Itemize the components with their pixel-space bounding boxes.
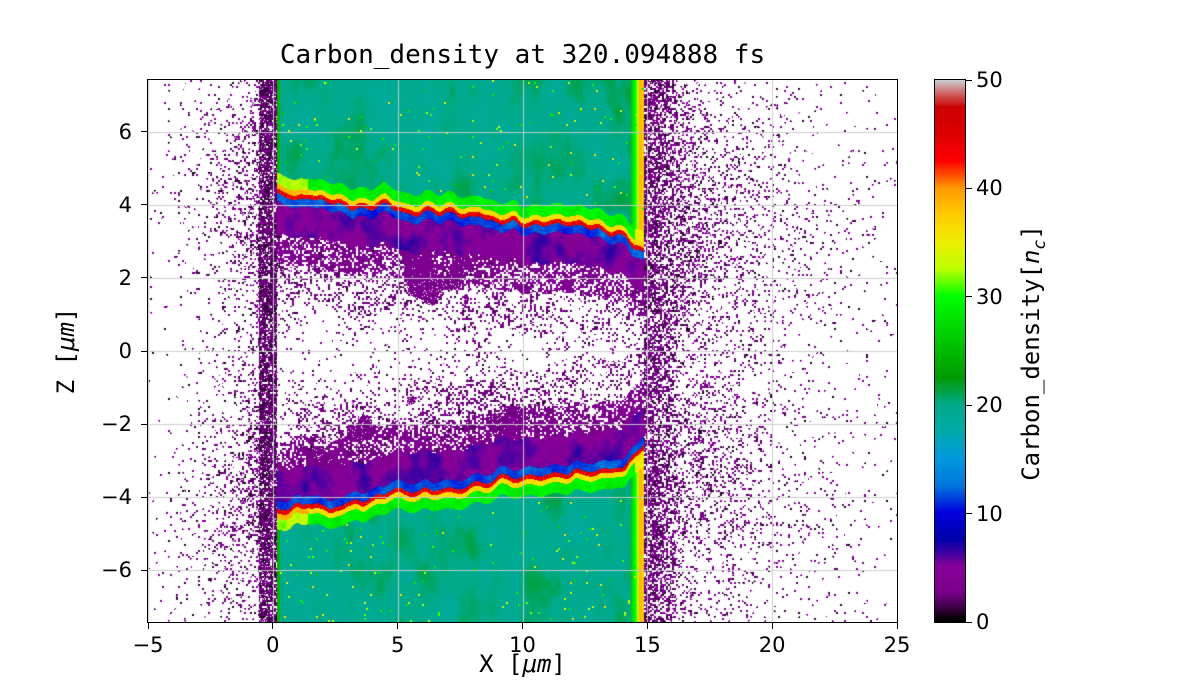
colorbar-tick — [966, 79, 972, 81]
colorbar-tick-label: 20 — [976, 393, 1003, 418]
y-axis-label-close: ] — [52, 307, 80, 323]
x-tick — [771, 623, 773, 629]
y-tick-label: 6 — [118, 119, 132, 144]
x-tick — [896, 623, 898, 629]
colorbar-label-var: n — [1017, 249, 1046, 265]
colorbar-tick-label: 40 — [976, 176, 1003, 201]
y-tick — [141, 350, 147, 352]
x-tick — [272, 623, 274, 629]
colorbar-label-text: Carbon_density[ — [1017, 264, 1046, 481]
colorbar-tick — [966, 187, 972, 189]
x-axis-label-text: X [ — [479, 650, 523, 678]
x-axis-label: X [μm] — [148, 650, 897, 678]
colorbar-canvas — [934, 79, 966, 623]
x-axis-unit: μm — [522, 650, 552, 678]
x-tick — [646, 623, 648, 629]
y-tick — [141, 423, 147, 425]
y-tick-label: −6 — [101, 558, 132, 583]
colorbar-label: Carbon_density[nc] — [1017, 123, 1049, 583]
colorbar-tick-label: 30 — [976, 284, 1003, 309]
colorbar-tick — [966, 513, 972, 515]
colorbar-tick — [966, 296, 972, 298]
colorbar-tick-label: 0 — [976, 610, 990, 634]
y-tick-label: 2 — [118, 265, 132, 290]
x-tick-label: −5 — [132, 633, 164, 657]
colorbar-label-close: ] — [1017, 225, 1046, 240]
colorbar-tick-label: 50 — [976, 68, 1003, 92]
y-tick — [141, 131, 147, 133]
y-tick — [141, 569, 147, 571]
x-tick — [147, 623, 149, 629]
colorbar-tick-label: 10 — [976, 501, 1003, 526]
y-tick-label: −4 — [101, 485, 132, 510]
x-tick-label: 20 — [758, 633, 786, 657]
y-tick-label: 0 — [118, 339, 132, 363]
y-tick — [141, 277, 147, 279]
y-tick-label: 4 — [118, 192, 132, 217]
x-tick — [397, 623, 399, 629]
x-tick-label: 0 — [266, 633, 280, 657]
y-tick — [141, 496, 147, 498]
colorbar-tick — [966, 621, 972, 623]
y-tick — [141, 204, 147, 206]
y-tick-label: −2 — [101, 412, 132, 437]
x-tick-label: 10 — [509, 633, 536, 657]
plot-title: Carbon_density at 320.094888 fs — [279, 40, 766, 70]
x-tick-label: 25 — [883, 633, 911, 657]
heatmap-canvas — [147, 79, 898, 623]
colorbar-tick — [966, 404, 972, 406]
x-tick-label: 15 — [633, 633, 661, 657]
x-axis-label-close: ] — [551, 650, 566, 678]
colorbar-label-sub: c — [1028, 239, 1049, 250]
x-tick-label: 5 — [390, 633, 405, 657]
x-tick — [522, 623, 523, 629]
